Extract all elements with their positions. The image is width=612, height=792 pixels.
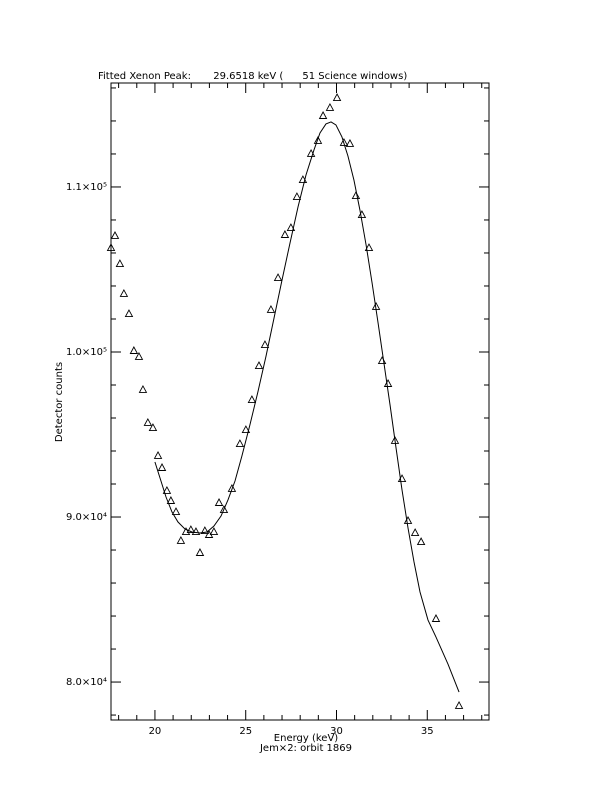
data-point [273,273,283,282]
x-tick-label: 25 [239,726,252,737]
x-tick-label: 35 [421,726,434,737]
data-point [138,384,148,393]
chart-title: Fitted Xenon Peak: 29.6518 keV ( 51 Scie… [98,71,407,82]
fit-line [154,121,460,693]
x-axis-label: Energy (keV) [274,733,339,744]
data-point [364,243,374,251]
data-point [115,259,125,267]
x-tick-label: 20 [149,726,162,737]
y-tick-label: 1.1×10⁵ [66,182,107,193]
data-point [247,395,257,403]
y-tick-label: 1.0×10⁵ [66,347,107,358]
data-point [313,135,323,144]
data-point [129,346,139,354]
data-point [325,102,335,111]
data-point [209,527,219,535]
data-point [166,496,176,504]
data-point [266,304,276,313]
data-point [351,191,361,199]
data-point [134,351,144,360]
data-point [162,485,172,494]
data-point [153,451,163,459]
data-point [254,361,264,369]
y-axis-label: Detector counts [54,362,65,442]
data-point [345,138,355,147]
data-point [318,111,328,119]
data-point [119,288,129,297]
data-point [171,507,181,516]
data-point [403,516,413,524]
data-point [383,379,393,387]
data-point [357,210,367,218]
data-point [219,505,229,514]
data-point [241,425,251,433]
data-point [260,340,270,349]
data-point [148,423,158,432]
y-tick-label: 8.0×10⁴ [66,677,107,688]
data-point [431,614,441,622]
subtitle: Jem×2: orbit 1869 [259,743,352,754]
data-point [176,535,186,544]
data-point [214,498,224,506]
data-point [191,527,201,535]
data-point [280,230,290,238]
data-point [110,231,120,239]
data-point [106,243,116,251]
y-tick-label: 9.0×10⁴ [66,512,107,523]
data-point [186,525,196,534]
data-point [195,548,205,556]
data-point [200,526,210,534]
data-point [410,528,420,536]
data-point [124,309,134,317]
data-point [339,137,349,146]
data-point [454,701,464,709]
data-point [235,439,245,448]
data-point [332,93,342,101]
x-tick-label: 30 [330,726,343,737]
data-point [157,463,167,471]
data-point [143,418,153,426]
data-point [286,223,296,232]
data-point [227,484,237,492]
data-point [416,537,426,546]
data-point [292,192,302,200]
